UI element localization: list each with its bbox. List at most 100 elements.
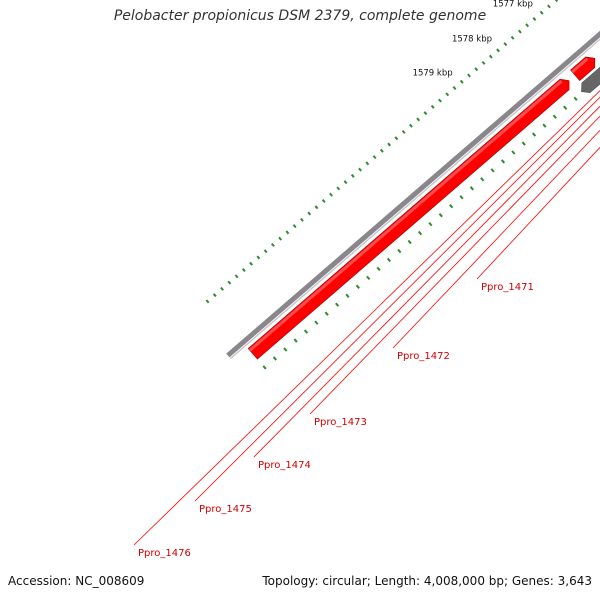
tick-mark xyxy=(307,211,312,216)
tick-mark xyxy=(397,248,402,254)
tick-mark xyxy=(563,105,568,110)
reverse-gene xyxy=(581,66,600,93)
tick-mark xyxy=(212,293,217,298)
tick-mark xyxy=(459,79,464,84)
genome-summary: Topology: circular; Length: 4,008,000 bp… xyxy=(262,574,592,588)
tick-mark xyxy=(205,299,210,304)
label-leader-line xyxy=(133,90,600,546)
scale-label: 1577 kbp xyxy=(493,0,533,9)
tick-mark xyxy=(366,275,371,281)
tick-mark xyxy=(292,224,297,229)
tick-mark xyxy=(532,17,537,21)
reverse-strand-genes xyxy=(581,66,600,93)
tick-mark xyxy=(285,230,290,235)
tick-mark xyxy=(270,242,275,247)
tick-mark xyxy=(303,329,309,334)
scale-labels: 1570 kbp1571 kbp1572 kbp1573 kbp1574 kbp… xyxy=(413,0,533,79)
tick-mark xyxy=(552,114,557,119)
tick-mark xyxy=(481,60,486,65)
label-leader-line xyxy=(309,115,600,415)
gene-label: Ppro_1475 xyxy=(199,504,252,515)
tick-mark xyxy=(417,230,423,236)
forward-gene-highlight xyxy=(571,57,589,74)
gene-label: Ppro_1474 xyxy=(258,460,311,471)
tick-mark xyxy=(532,132,537,137)
tick-mark xyxy=(355,284,360,289)
label-leader-line xyxy=(253,105,600,458)
gene-label: Ppro_1471 xyxy=(481,282,534,293)
gene-label: Ppro_1472 xyxy=(397,351,450,362)
tick-mark xyxy=(423,111,428,116)
tick-mark xyxy=(490,168,495,173)
tick-mark xyxy=(321,199,326,203)
tick-mark xyxy=(407,239,412,245)
tick-mark xyxy=(314,320,319,325)
tick-mark xyxy=(510,35,515,40)
tick-mark xyxy=(379,148,384,153)
tick-mark xyxy=(547,4,551,9)
tick-mark xyxy=(314,205,319,210)
tick-mark xyxy=(300,217,304,222)
gene-label: Ppro_1476 xyxy=(138,548,191,559)
tick-mark xyxy=(573,96,578,101)
map-title: Pelobacter propionicus DSM 2379, complet… xyxy=(113,8,487,24)
tick-mark xyxy=(488,54,493,59)
tick-mark xyxy=(469,186,474,191)
forward-gene xyxy=(570,56,596,82)
tick-mark xyxy=(449,204,454,209)
forward-gene-highlight xyxy=(248,79,563,352)
tick-mark xyxy=(452,86,457,91)
accession-label: Accession: NC_008609 xyxy=(8,574,145,588)
tick-mark xyxy=(249,261,254,266)
tick-mark xyxy=(503,42,508,47)
tick-mark xyxy=(438,98,442,103)
tick-mark xyxy=(335,302,340,307)
tick-mark xyxy=(467,73,471,78)
tick-mark xyxy=(220,286,224,291)
tick-mark xyxy=(480,177,485,182)
tick-mark xyxy=(459,195,464,200)
tick-mark xyxy=(262,365,267,370)
tick-mark xyxy=(329,192,333,197)
label-leader-line xyxy=(194,96,600,502)
tick-mark xyxy=(521,141,526,146)
backbone-line xyxy=(229,38,600,360)
tick-mark xyxy=(336,186,341,191)
tick-mark xyxy=(343,180,348,185)
tick-mark xyxy=(278,236,283,241)
tick-mark xyxy=(345,293,350,298)
scale-label: 1579 kbp xyxy=(413,69,453,79)
label-leader-line xyxy=(392,129,600,349)
tick-mark xyxy=(542,123,547,128)
tick-mark xyxy=(358,167,362,172)
tick-mark xyxy=(409,123,413,128)
tick-mark xyxy=(428,221,433,227)
tick-mark xyxy=(554,0,559,3)
tick-mark xyxy=(386,257,392,263)
tick-mark xyxy=(376,266,381,272)
tick-mark xyxy=(474,67,479,72)
tick-mark xyxy=(394,136,399,141)
tick-mark xyxy=(256,255,261,260)
genome-backbone xyxy=(226,30,600,360)
tick-mark xyxy=(387,142,392,147)
tick-mark xyxy=(283,347,288,352)
tick-mark xyxy=(416,117,421,122)
tick-mark xyxy=(401,129,406,134)
tick-mark xyxy=(525,23,530,28)
gene-labels: Ppro_1471 Ppro_1472 Ppro_1473 Ppro_1474 Ppro… xyxy=(133,90,600,559)
tick-mark xyxy=(438,213,443,218)
tick-mark xyxy=(324,311,329,316)
tick-mark xyxy=(511,150,516,155)
tick-mark xyxy=(293,338,298,343)
tick-mark xyxy=(517,29,522,34)
scale-label: 1578 kbp xyxy=(452,35,492,45)
tick-mark xyxy=(372,155,377,160)
tick-mark xyxy=(539,10,544,15)
tick-mark xyxy=(365,161,370,166)
tick-mark xyxy=(496,48,500,53)
inner-tick-track xyxy=(262,78,599,370)
tick-mark xyxy=(350,173,355,178)
tick-mark xyxy=(263,249,268,254)
